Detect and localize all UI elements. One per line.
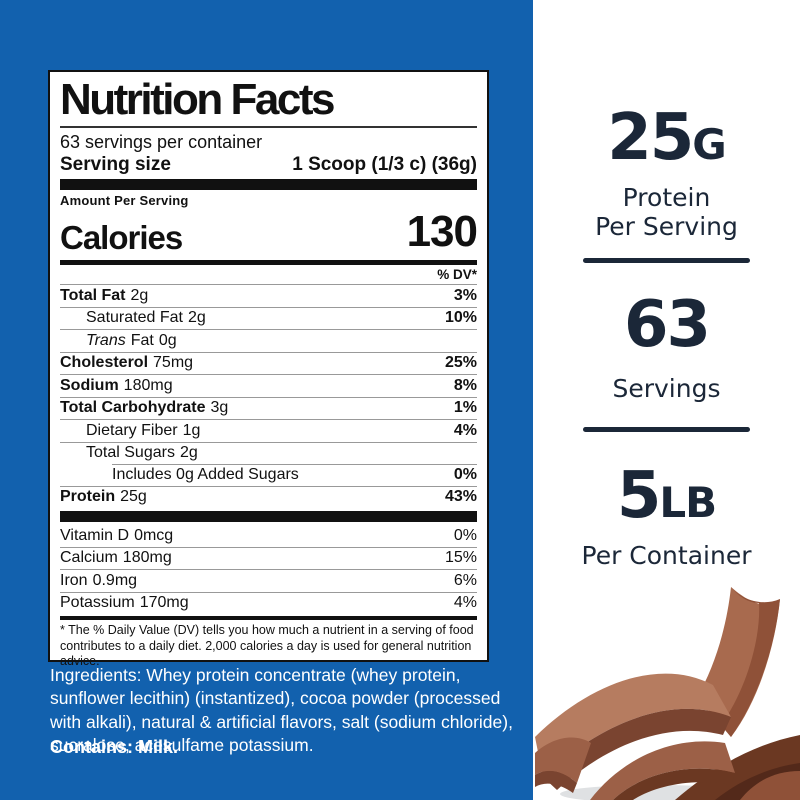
nutrient-name: Fat [130, 331, 154, 349]
nutrient-row-trans-fat: Trans Fat 0g [60, 329, 477, 352]
nutrient-row-added-sugars: Includes 0g Added Sugars 0% [60, 464, 477, 486]
nutrient-amount: 180mg [123, 376, 173, 394]
nutrient-dv: 1% [453, 399, 477, 416]
nutrient-amount: 75mg [153, 354, 194, 371]
highlight-protein-amount: 25G [533, 106, 800, 170]
nutrient-name: Protein [60, 488, 116, 505]
nutrient-dv: 25% [444, 354, 477, 371]
nutrient-name: Iron [60, 571, 88, 589]
nutrient-amount: 2g [187, 309, 206, 326]
protein-label-line1: Protein [622, 183, 711, 212]
nutrient-name: Dietary Fiber [86, 421, 178, 439]
nutrient-amount: 1g [182, 421, 201, 439]
thick-divider [60, 179, 477, 190]
serving-size-label: Serving size [60, 154, 171, 175]
vitamin-row-iron: Iron 0.9mg 6% [60, 569, 477, 592]
ingredients-text: Ingredients: Whey protein concentrate (w… [50, 665, 513, 755]
daily-value-footnote: * The % Daily Value (DV) tells you how m… [60, 623, 474, 668]
highlight-divider-2 [583, 427, 750, 432]
nutrient-row-total-fat: Total Fat 2g 3% [60, 284, 477, 307]
chocolate-shavings-image [535, 587, 800, 800]
nutrient-row-total-sugars: Total Sugars 2g [60, 441, 477, 465]
vitamin-row-calcium: Calcium 180mg 15% [60, 546, 477, 570]
servings-label: Servings [612, 374, 721, 403]
medium-divider [60, 260, 477, 265]
weight-label: Per Container [581, 541, 752, 570]
nutrient-name: Includes 0g Added Sugars [112, 465, 299, 483]
highlight-weight: 5LB [533, 464, 800, 528]
weight-unit: LB [659, 478, 717, 527]
nutrient-name: Potassium [60, 594, 135, 611]
nutrient-row-dietary-fiber: Dietary Fiber 1g 4% [60, 419, 477, 442]
nutrient-name: Total Carbohydrate [60, 399, 206, 416]
vitamin-row-vitamin-d: Vitamin D 0mcg 0% [60, 525, 477, 547]
vitamin-row-potassium: Potassium 170mg 4% [60, 591, 477, 615]
nutrient-dv: 15% [444, 549, 477, 566]
nutrient-amount: 2g [179, 444, 198, 461]
nutrient-amount: 0g [158, 331, 177, 349]
nutrient-dv: 6% [453, 571, 477, 589]
nutrient-dv: 4% [453, 594, 477, 611]
nutrient-row-protein: Protein 25g 43% [60, 485, 477, 509]
nutrient-name: Vitamin D [60, 526, 130, 544]
nutrient-dv: 8% [453, 376, 477, 394]
amount-per-serving-label: Amount Per Serving [60, 193, 189, 208]
nutrient-row-saturated-fat: Saturated Fat 2g 10% [60, 306, 477, 330]
nutrition-facts-title: Nutrition Facts [60, 75, 335, 124]
highlight-weight-label: Per Container [533, 541, 800, 570]
nutrient-amount: 170mg [139, 594, 189, 611]
daily-value-header: % DV* [437, 267, 477, 282]
thick-divider [60, 511, 477, 522]
nutrient-name: Saturated Fat [86, 309, 183, 326]
calories-label: Calories [60, 219, 183, 256]
highlight-servings-label: Servings [533, 374, 800, 403]
protein-grams-unit: G [692, 120, 726, 169]
highlight-divider-1 [583, 258, 750, 263]
weight-value: 5 [616, 459, 662, 533]
medium-divider [60, 616, 477, 620]
nutrient-dv: 0% [453, 465, 477, 483]
nutrient-dv: 43% [444, 488, 477, 505]
nutrient-amount: 2g [130, 286, 149, 304]
contains-allergen-text: Contains: Milk. [50, 737, 179, 757]
nutrient-name: Cholesterol [60, 354, 149, 371]
calories-row: Calories 130 [60, 207, 478, 258]
highlight-servings-count: 63 [533, 293, 800, 357]
highlight-protein-label: Protein Per Serving [533, 183, 800, 241]
title-divider [60, 126, 477, 128]
servings-per-container: 63 servings per container [60, 132, 263, 152]
nutrient-dv: 3% [453, 286, 477, 304]
serving-size-value: 1 Scoop (1/3 c) (36g) [292, 154, 477, 175]
nutrient-dv: 10% [444, 309, 477, 326]
nutrient-name: Total Fat [60, 286, 126, 304]
nutrition-facts-label: Nutrition Facts 63 servings per containe… [48, 70, 489, 668]
calories-value: 130 [406, 207, 478, 256]
nutrient-amount: 180mg [122, 549, 172, 566]
nutrient-row-sodium: Sodium 180mg 8% [60, 374, 477, 397]
nutrient-name-italic: Trans [86, 331, 126, 349]
servings-count-value: 63 [623, 288, 711, 362]
protein-label-line2: Per Serving [595, 212, 738, 241]
nutrient-amount: 0mcg [134, 526, 174, 544]
nutrient-name: Total Sugars [86, 444, 175, 461]
protein-grams-value: 25 [607, 101, 694, 175]
nutrient-row-total-carbohydrate: Total Carbohydrate 3g 1% [60, 396, 477, 420]
nutrient-dv: 0% [453, 526, 477, 544]
nutrient-amount: 3g [210, 399, 229, 416]
nutrient-name: Sodium [60, 376, 119, 394]
nutrient-amount: 25g [120, 488, 147, 505]
nutrient-amount: 0.9mg [92, 571, 138, 589]
serving-size-row: Serving size 1 Scoop (1/3 c) (36g) [60, 153, 477, 176]
nutrient-dv: 4% [453, 421, 477, 439]
nutrient-row-cholesterol: Cholesterol 75mg 25% [60, 351, 477, 375]
nutrient-name: Calcium [60, 549, 118, 566]
